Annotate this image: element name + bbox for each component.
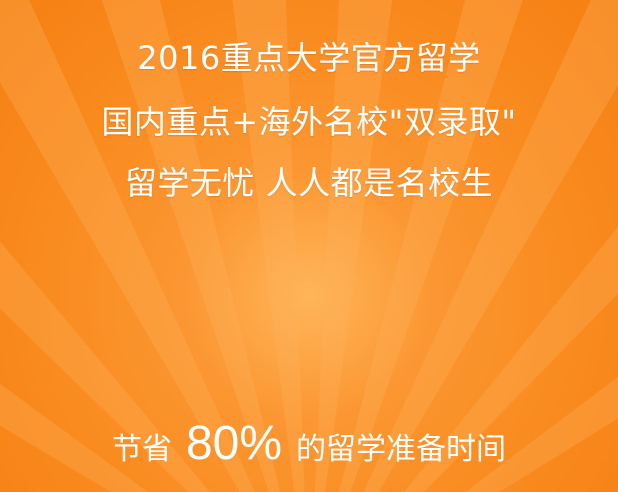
tagline-prefix: 节省: [111, 432, 172, 467]
tagline-suffix: 的留学准备时间: [296, 432, 507, 467]
headline-line-1: 2016重点大学官方留学: [137, 39, 481, 77]
savings-percentage: 80%: [185, 417, 283, 470]
savings-tagline: 节省 80% 的留学准备时间: [0, 420, 618, 470]
headline-line-3: 留学无忧 人人都是名校生: [124, 164, 494, 202]
headline-line-2: 国内重点+海外名校"双录取": [101, 103, 517, 141]
